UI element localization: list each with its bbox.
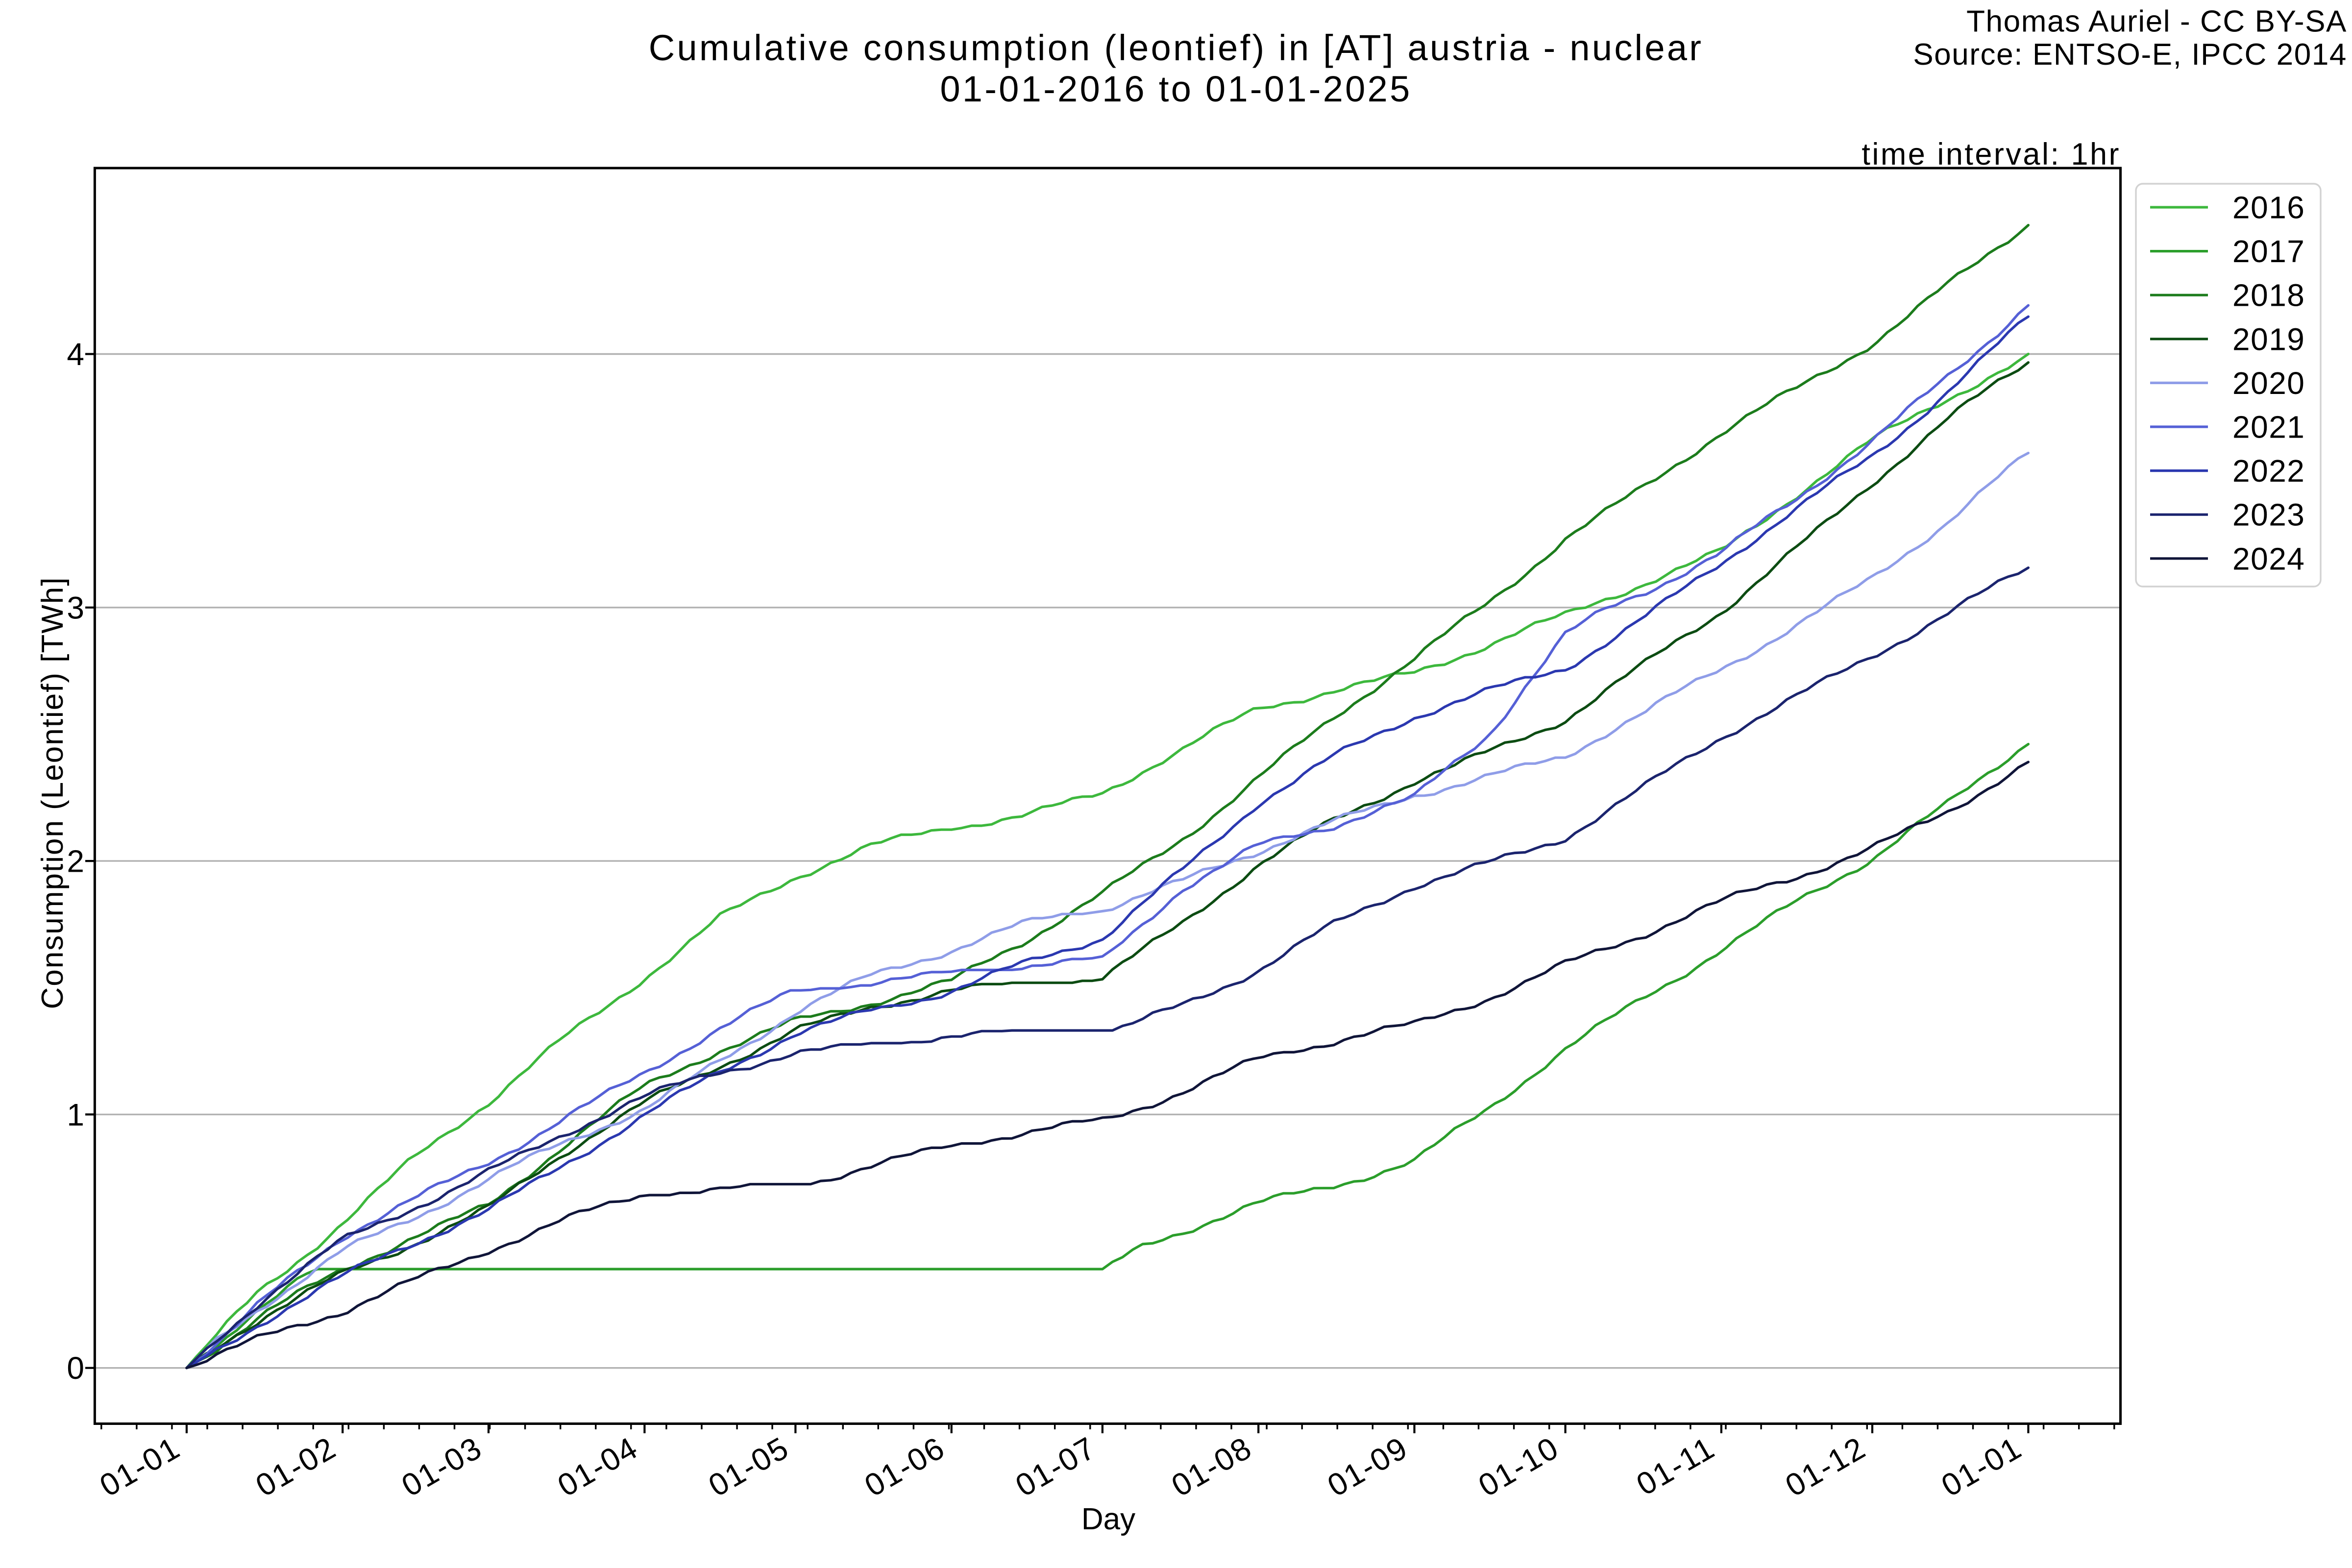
svg-text:2022: 2022 [2232, 453, 2305, 489]
svg-text:2021: 2021 [2232, 410, 2305, 445]
svg-text:01-12: 01-12 [1779, 1430, 1872, 1503]
svg-text:2023: 2023 [2232, 497, 2305, 533]
svg-text:2024: 2024 [2232, 541, 2305, 576]
svg-text:3: 3 [67, 590, 84, 625]
svg-text:01-01: 01-01 [1936, 1430, 2028, 1503]
svg-text:Cumulative consumption (leonti: Cumulative consumption (leontief) in [AT… [649, 27, 1703, 68]
svg-text:01-09: 01-09 [1322, 1430, 1414, 1503]
svg-text:2016: 2016 [2232, 190, 2305, 225]
svg-text:4: 4 [67, 337, 84, 372]
svg-text:2020: 2020 [2232, 366, 2305, 401]
svg-text:time interval: 1hr: time interval: 1hr [1862, 137, 2121, 172]
svg-text:01-04: 01-04 [552, 1430, 644, 1503]
svg-text:2018: 2018 [2232, 278, 2305, 313]
svg-text:Source: ENTSO-E, IPCC 2014: Source: ENTSO-E, IPCC 2014 [1913, 38, 2347, 72]
svg-text:01-10: 01-10 [1472, 1430, 1565, 1503]
svg-text:01-02: 01-02 [250, 1430, 343, 1503]
svg-text:01-07: 01-07 [1009, 1430, 1102, 1503]
svg-text:1: 1 [67, 1097, 84, 1132]
svg-text:Day: Day [1081, 1502, 1135, 1536]
svg-text:01-03: 01-03 [395, 1430, 488, 1503]
svg-text:01-05: 01-05 [703, 1430, 795, 1503]
svg-text:0: 0 [67, 1350, 84, 1386]
svg-text:Thomas Auriel - CC BY-SA: Thomas Auriel - CC BY-SA [1966, 5, 2347, 39]
svg-text:01-08: 01-08 [1166, 1430, 1258, 1503]
svg-text:01-11: 01-11 [1630, 1430, 1720, 1502]
svg-text:2019: 2019 [2232, 321, 2305, 357]
svg-text:01-06: 01-06 [858, 1430, 951, 1503]
svg-text:2017: 2017 [2232, 234, 2305, 269]
svg-text:01-01: 01-01 [94, 1430, 186, 1503]
svg-text:01-01-2016 to 01-01-2025: 01-01-2016 to 01-01-2025 [940, 69, 1412, 109]
svg-text:Consumption (Leontief) [TWh]: Consumption (Leontief) [TWh] [36, 576, 70, 1009]
svg-text:2: 2 [67, 844, 84, 879]
